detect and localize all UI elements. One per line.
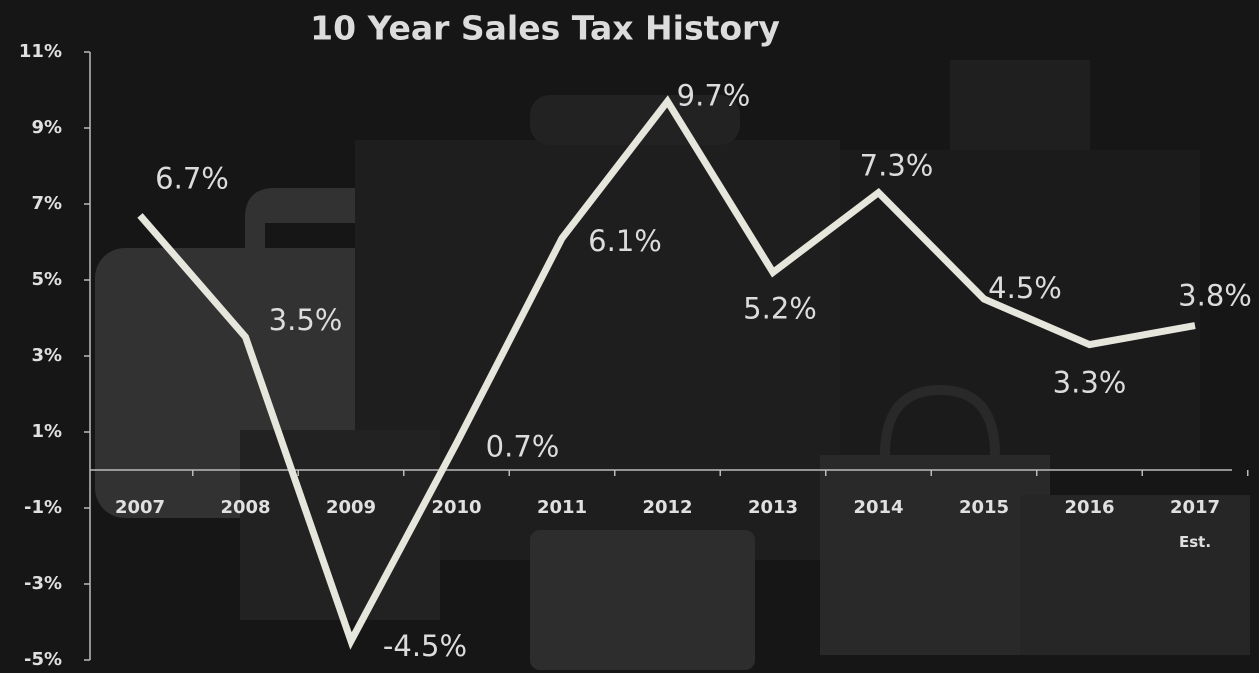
value-label: 6.7% xyxy=(155,161,229,195)
y-tick-label: 11% xyxy=(19,41,62,62)
value-label: 9.7% xyxy=(677,78,751,112)
value-label: 3.5% xyxy=(269,303,343,337)
y-tick-label: 1% xyxy=(31,421,62,442)
y-tick-label: -3% xyxy=(24,573,62,594)
x-tick-label: 2017 Est. xyxy=(1170,497,1220,551)
y-tick-label: 7% xyxy=(31,193,62,214)
x-tick-label: 2011 xyxy=(537,497,587,518)
value-label: 5.2% xyxy=(743,291,817,325)
value-label: 4.5% xyxy=(988,271,1062,305)
y-tick-label: -5% xyxy=(24,649,62,670)
y-tick-label: 9% xyxy=(31,117,62,138)
y-tick-label: -1% xyxy=(24,497,62,518)
value-label: 7.3% xyxy=(860,149,934,183)
x-tick-label: 2010 xyxy=(431,497,481,518)
line xyxy=(137,95,1196,650)
y-tick-label: 5% xyxy=(31,269,62,290)
background-bags xyxy=(95,60,1250,670)
value-label: 3.3% xyxy=(1053,366,1127,400)
chart-title: 10 Year Sales Tax History xyxy=(310,9,780,48)
y-tick-label: 3% xyxy=(31,345,62,366)
x-tick-label: 2008 xyxy=(220,497,270,518)
x-tick-label: 2015 xyxy=(959,497,1009,518)
value-label: 0.7% xyxy=(486,429,560,463)
x-tick-label: 2014 xyxy=(853,497,903,518)
x-tick-label: 2013 xyxy=(748,497,798,518)
x-tick-label: 2009 xyxy=(326,497,376,518)
x-tick-label: 2016 xyxy=(1064,497,1114,518)
x-tick-label: 2012 xyxy=(642,497,692,518)
value-label: 6.1% xyxy=(588,224,662,258)
value-label: 3.8% xyxy=(1178,279,1252,313)
x-tick-label: 2007 xyxy=(115,497,165,518)
value-label: -4.5% xyxy=(383,629,467,663)
